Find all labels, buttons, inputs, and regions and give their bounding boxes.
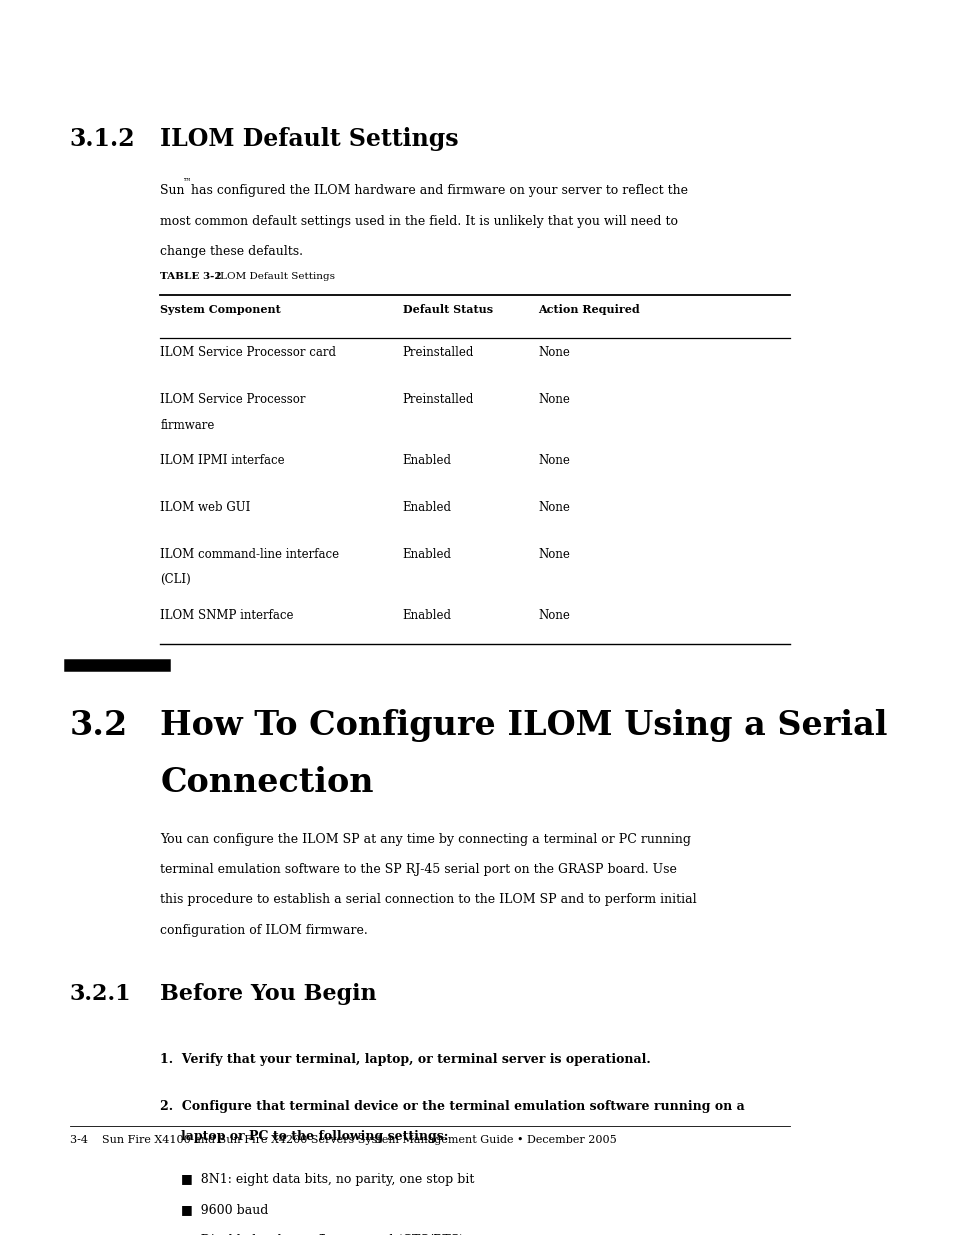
Text: System Component: System Component: [160, 304, 281, 315]
Text: 3.2.1: 3.2.1: [70, 983, 132, 1004]
Text: change these defaults.: change these defaults.: [160, 245, 303, 258]
Text: None: None: [537, 547, 570, 561]
Text: 3.1.2: 3.1.2: [70, 127, 135, 151]
Text: Connection: Connection: [160, 766, 374, 799]
Text: ™: ™: [182, 178, 191, 186]
Text: has configured the ILOM hardware and firmware on your server to reflect the: has configured the ILOM hardware and fir…: [187, 184, 687, 198]
Text: Enabled: Enabled: [402, 453, 451, 467]
Text: ■  9600 baud: ■ 9600 baud: [180, 1203, 268, 1216]
Text: None: None: [537, 393, 570, 406]
Text: Preinstalled: Preinstalled: [402, 346, 474, 359]
Text: None: None: [537, 453, 570, 467]
Text: Enabled: Enabled: [402, 500, 451, 514]
Text: ■  Disable hardware flow control (CTS/RTS): ■ Disable hardware flow control (CTS/RTS…: [180, 1234, 463, 1235]
Text: ILOM web GUI: ILOM web GUI: [160, 500, 251, 514]
Text: (CLI): (CLI): [160, 573, 191, 587]
Text: You can configure the ILOM SP at any time by connecting a terminal or PC running: You can configure the ILOM SP at any tim…: [160, 832, 691, 846]
Text: ILOM Service Processor card: ILOM Service Processor card: [160, 346, 335, 359]
Text: Sun: Sun: [160, 184, 189, 198]
Text: TABLE 3-2: TABLE 3-2: [160, 272, 222, 282]
Text: ILOM IPMI interface: ILOM IPMI interface: [160, 453, 285, 467]
Text: 2.  Configure that terminal device or the terminal emulation software running on: 2. Configure that terminal device or the…: [160, 1100, 744, 1113]
Text: Action Required: Action Required: [537, 304, 639, 315]
Text: laptop or PC to the following settings:: laptop or PC to the following settings:: [180, 1130, 448, 1144]
Text: ILOM Default Settings: ILOM Default Settings: [160, 127, 458, 151]
Text: Default Status: Default Status: [402, 304, 493, 315]
Text: ILOM Service Processor: ILOM Service Processor: [160, 393, 305, 406]
Text: Preinstalled: Preinstalled: [402, 393, 474, 406]
Text: 3.2: 3.2: [70, 709, 128, 742]
Text: How To Configure ILOM Using a Serial: How To Configure ILOM Using a Serial: [160, 709, 887, 742]
Text: Before You Begin: Before You Begin: [160, 983, 376, 1004]
Text: most common default settings used in the field. It is unlikely that you will nee: most common default settings used in the…: [160, 215, 678, 227]
Text: ■  8N1: eight data bits, no parity, one stop bit: ■ 8N1: eight data bits, no parity, one s…: [180, 1172, 474, 1186]
Text: None: None: [537, 500, 570, 514]
Text: ILOM Default Settings: ILOM Default Settings: [216, 272, 335, 282]
Text: ILOM SNMP interface: ILOM SNMP interface: [160, 609, 294, 621]
Text: configuration of ILOM firmware.: configuration of ILOM firmware.: [160, 924, 368, 937]
Text: terminal emulation software to the SP RJ-45 serial port on the GRASP board. Use: terminal emulation software to the SP RJ…: [160, 863, 677, 876]
Text: None: None: [537, 346, 570, 359]
Text: ILOM command-line interface: ILOM command-line interface: [160, 547, 339, 561]
Text: 1.  Verify that your terminal, laptop, or terminal server is operational.: 1. Verify that your terminal, laptop, or…: [160, 1053, 650, 1066]
Text: Enabled: Enabled: [402, 609, 451, 621]
Text: this procedure to establish a serial connection to the ILOM SP and to perform in: this procedure to establish a serial con…: [160, 893, 696, 906]
Text: 3-4    Sun Fire X4100 and Sun Fire X4200 Servers System Management Guide • Decem: 3-4 Sun Fire X4100 and Sun Fire X4200 Se…: [70, 1135, 616, 1145]
Text: None: None: [537, 609, 570, 621]
Text: firmware: firmware: [160, 419, 214, 431]
Text: Enabled: Enabled: [402, 547, 451, 561]
